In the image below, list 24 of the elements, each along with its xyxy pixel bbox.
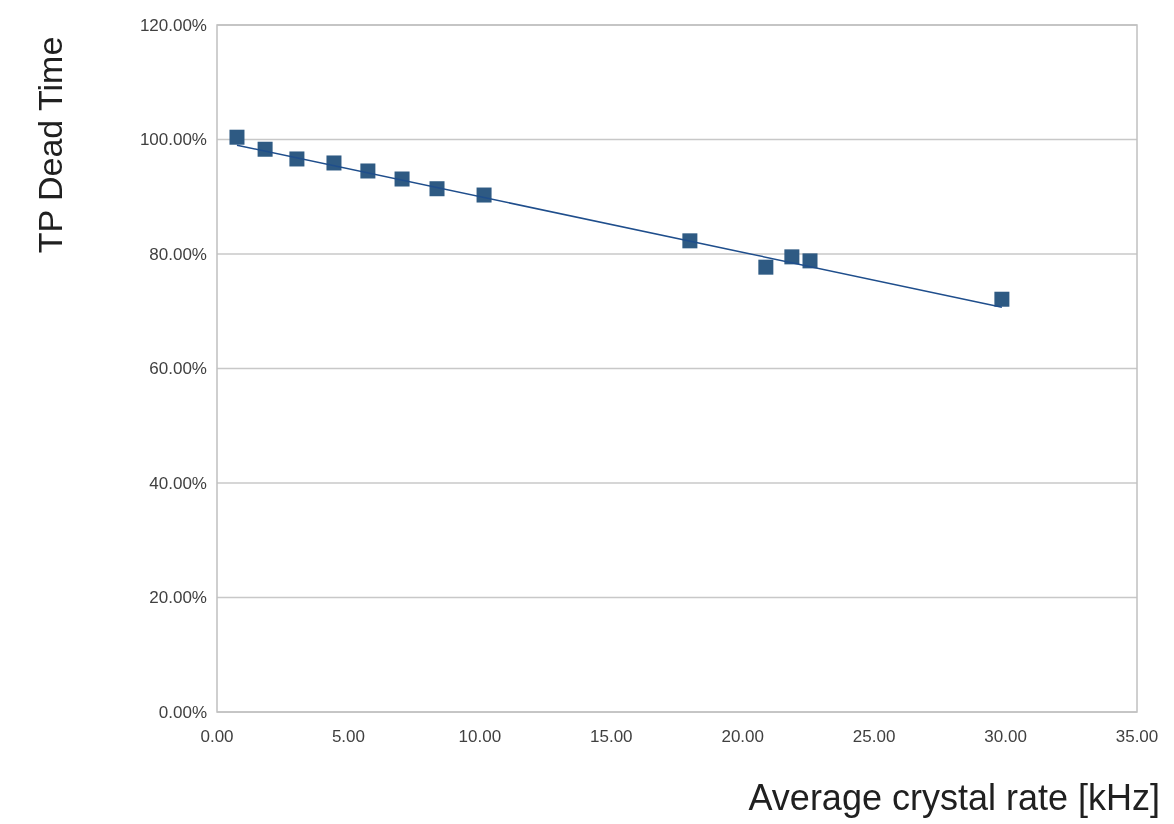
- point: [682, 233, 698, 249]
- point: [229, 129, 245, 145]
- x-tick-label: 10.00: [458, 727, 502, 746]
- y-tick-label: 100.00%: [139, 130, 207, 150]
- point: [802, 253, 818, 269]
- x-tick-label: 20.00: [721, 727, 764, 746]
- x-axis-title: Average crystal rate [kHz]: [748, 777, 1160, 818]
- x-tick-label: 5.00: [331, 727, 365, 746]
- x-tick-label: 35.00: [1115, 727, 1159, 746]
- point: [994, 291, 1010, 307]
- y-tick-label: 0.00%: [158, 702, 207, 722]
- x-tick-label: 0.00: [200, 727, 234, 746]
- x-tick-label: 15.00: [590, 727, 633, 746]
- point: [758, 259, 774, 275]
- x-tick-label: 25.00: [852, 727, 896, 746]
- y-tick-label: 80.00%: [149, 244, 207, 264]
- point: [784, 249, 800, 265]
- x-tick-label: 30.00: [984, 727, 1027, 746]
- y-tick-label: 120.00%: [139, 15, 207, 35]
- y-tick-label: 20.00%: [149, 588, 207, 608]
- point: [360, 163, 376, 179]
- y-tick-label: 40.00%: [149, 473, 207, 493]
- y-axis-title: TP Dead Time: [31, 36, 69, 254]
- y-tick-label: 60.00%: [149, 359, 207, 379]
